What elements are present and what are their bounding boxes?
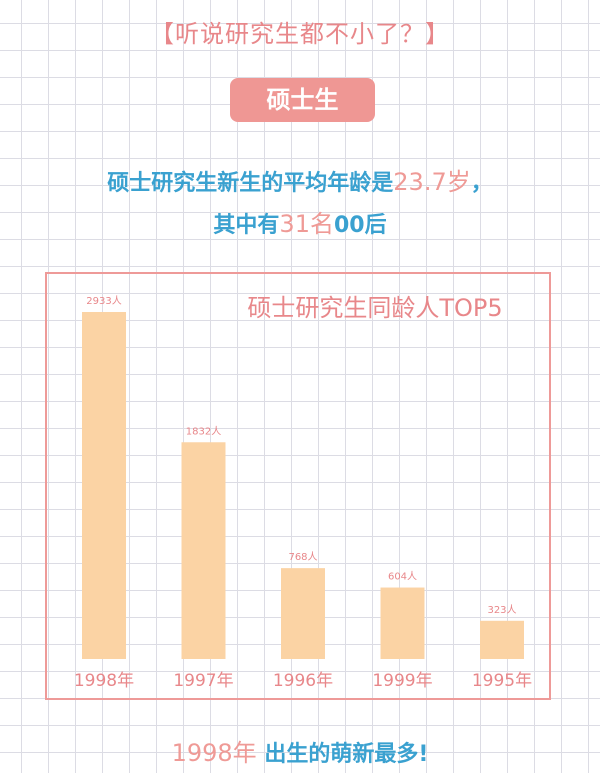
summary-line-1: 硕士研究生新生的平均年龄是23.7岁，: [0, 162, 600, 197]
bar: [480, 620, 524, 659]
bar-value-label: 2933人: [86, 295, 121, 307]
footer-text: 出生的萌新最多!: [264, 742, 429, 767]
bar: [380, 587, 425, 659]
summary-text: 硕士研究生新生的平均年龄是: [107, 171, 394, 196]
post-00-count-value: 31名: [279, 210, 334, 238]
category-label: 1996年: [273, 671, 333, 691]
chart-title: 硕士研究生同龄人TOP5: [247, 294, 502, 322]
bar: [281, 568, 325, 659]
summary-punctuation: ，: [470, 171, 493, 196]
summary-text: 00后: [333, 213, 387, 238]
footer-caption: 1998年 出生的萌新最多!: [0, 733, 600, 768]
footer-highlight-year: 1998年: [171, 739, 257, 767]
page-title: 【听说研究生都不小了？】: [150, 20, 450, 48]
category-label: 1999年: [372, 671, 432, 691]
bar: [181, 442, 226, 659]
bar: [82, 312, 126, 659]
bar-value-label: 768人: [288, 551, 317, 563]
category-label: 1997年: [173, 671, 233, 691]
chart-frame: [45, 272, 551, 700]
category-label: 1995年: [472, 671, 532, 691]
section-badge: 硕士生: [230, 78, 375, 122]
summary-line-2: 其中有31名00后: [0, 204, 600, 239]
bar-value-label: 1832人: [186, 425, 221, 437]
bar-value-label: 604人: [388, 571, 417, 583]
average-age-value: 23.7岁: [393, 168, 471, 196]
bar-value-label: 323人: [487, 604, 516, 616]
summary-text: 其中有: [213, 213, 280, 238]
category-label: 1998年: [74, 671, 134, 691]
